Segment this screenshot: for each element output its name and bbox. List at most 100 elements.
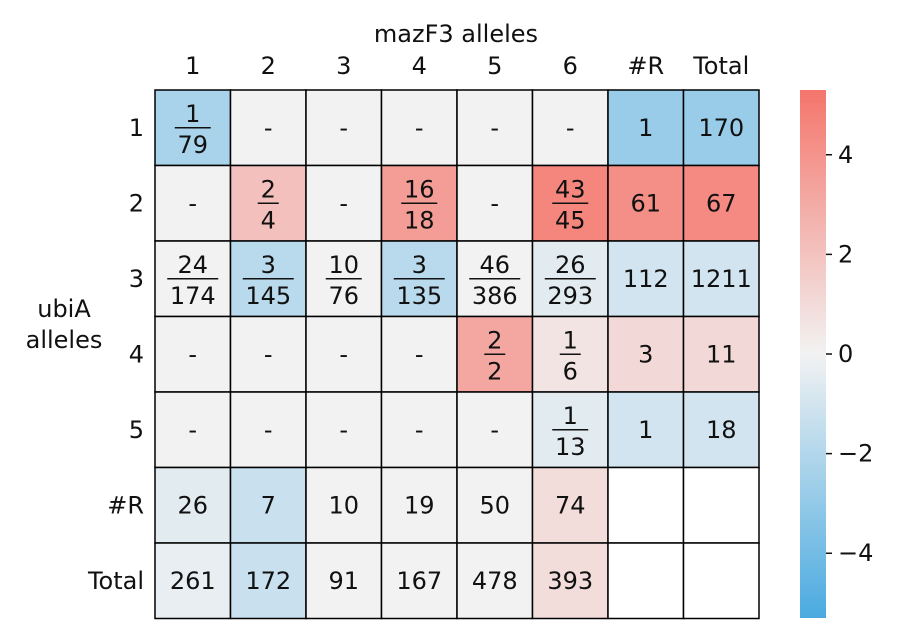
heatmap-cell [305, 315, 383, 393]
heatmap-cell [229, 466, 307, 544]
cell-value: - [188, 416, 197, 444]
colorbar-tick-label: −4 [838, 539, 873, 567]
heatmap-cell [531, 542, 609, 620]
x-tick-label: 5 [487, 52, 502, 80]
cell-denominator: 386 [472, 282, 518, 310]
y-axis-label-line-2: alleles [26, 326, 103, 354]
heatmap-cell [380, 391, 458, 469]
cell-denominator: 13 [555, 433, 586, 461]
cell-value: 11 [706, 340, 737, 368]
heatmap-cell [682, 164, 760, 242]
cell-value: - [264, 416, 273, 444]
cell-numerator: 24 [177, 251, 208, 279]
cell-numerator: 46 [479, 251, 510, 279]
cell-value: - [490, 416, 499, 444]
cell-value: 172 [245, 567, 291, 595]
heatmap-cell [456, 164, 534, 242]
cell-value: 3 [638, 340, 653, 368]
colorbar: 4 2 0 −2 −4 [800, 90, 873, 618]
heatmap-cell [380, 315, 458, 393]
heatmap-cell [607, 542, 685, 620]
colorbar-gradient [800, 90, 826, 618]
heatmap-cell [154, 315, 232, 393]
cell-denominator: 76 [328, 282, 359, 310]
cell-denominator: 6 [563, 357, 578, 385]
y-tick-labels: 1 2 3 4 5 #R Total [87, 114, 144, 595]
cell-value: - [415, 340, 424, 368]
cell-numerator: 3 [261, 251, 276, 279]
cell-value: 61 [630, 189, 661, 217]
heatmap-cell [682, 391, 760, 469]
heatmap-cell [154, 391, 232, 469]
cell-value: - [264, 340, 273, 368]
cell-value: 261 [170, 567, 216, 595]
cell-value: 7 [261, 491, 276, 519]
cell-value: - [188, 340, 197, 368]
chart-title: mazF3 alleles [374, 20, 538, 48]
heatmap-cell [305, 391, 383, 469]
heatmap-cell [682, 240, 760, 318]
heatmap-cell [154, 542, 232, 620]
cell-value: 19 [404, 491, 435, 519]
cell-denominator: 135 [396, 282, 442, 310]
cell-value: 10 [328, 491, 359, 519]
cell-value: 393 [547, 567, 593, 595]
heatmap-cell [531, 89, 609, 167]
y-tick-label: 1 [129, 114, 144, 142]
cell-denominator: 293 [547, 282, 593, 310]
y-tick-label: 2 [129, 189, 144, 217]
heatmap-cell [682, 315, 760, 393]
cell-value: 74 [555, 491, 586, 519]
cell-value: 1 [638, 416, 653, 444]
cell-value: - [339, 189, 348, 217]
heatmap-cell [682, 466, 760, 544]
cell-value: 50 [479, 491, 510, 519]
cell-value: 112 [623, 265, 669, 293]
cell-value: 170 [698, 114, 744, 142]
cell-numerator: 2 [261, 175, 276, 203]
cell-denominator: 145 [245, 282, 291, 310]
cell-value: - [415, 416, 424, 444]
heatmap-cell [682, 542, 760, 620]
heatmap-cell [380, 466, 458, 544]
x-tick-label: 2 [261, 52, 276, 80]
cell-value: - [339, 340, 348, 368]
cell-value: - [566, 114, 575, 142]
x-tick-label: 6 [563, 52, 578, 80]
heatmap-cell [531, 466, 609, 544]
cell-value: 26 [177, 491, 208, 519]
x-tick-label: 4 [412, 52, 427, 80]
cell-value: - [490, 189, 499, 217]
cell-numerator: 1 [185, 100, 200, 128]
cell-value: 18 [706, 416, 737, 444]
cell-numerator: 1 [563, 326, 578, 354]
x-tick-label: Total [692, 52, 749, 80]
cell-value: - [415, 114, 424, 142]
cell-numerator: 26 [555, 251, 586, 279]
cell-denominator: 18 [404, 206, 435, 234]
colorbar-tick-label: −2 [838, 440, 873, 468]
cell-denominator: 45 [555, 206, 586, 234]
heatmap-cell [305, 164, 383, 242]
colorbar-tick-label: 4 [838, 141, 853, 169]
heatmap-cell [607, 391, 685, 469]
y-tick-label: 4 [129, 340, 144, 368]
x-tick-label: 3 [336, 52, 351, 80]
cell-numerator: 16 [404, 175, 435, 203]
colorbar-tick-label: 0 [838, 340, 853, 368]
y-axis-label-line-1: ubiA [37, 295, 91, 323]
cell-value: - [339, 114, 348, 142]
y-tick-label: #R [107, 491, 144, 519]
cell-numerator: 2 [487, 326, 502, 354]
cell-value: - [490, 114, 499, 142]
cell-value: - [339, 416, 348, 444]
cell-denominator: 79 [177, 131, 208, 159]
y-tick-label: 5 [129, 416, 144, 444]
y-tick-label: 3 [129, 265, 144, 293]
x-tick-label: #R [627, 52, 664, 80]
y-tick-label: Total [87, 567, 144, 595]
heatmap-cell [607, 466, 685, 544]
cell-value: - [264, 114, 273, 142]
heatmap-cell [305, 466, 383, 544]
